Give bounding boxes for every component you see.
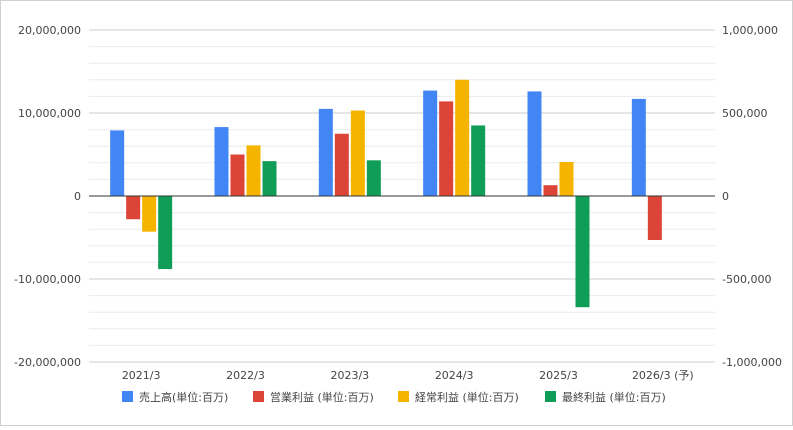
bar-2-4 [439,101,454,196]
y-right-tick-label: 1,000,000 [722,24,778,37]
bar-1-2 [214,127,229,196]
y-left-tick-label: -10,000,000 [14,273,81,286]
legend-label-2: 営業利益 (単位:百万) [270,390,374,404]
bars [110,79,662,308]
bar-3-5 [559,161,574,196]
legend-swatch-3 [398,391,409,402]
legend-label-4: 最終利益 (単位:百万) [562,390,666,404]
bar-4-2 [262,161,277,196]
x-tick-label: 2024/3 [435,369,474,382]
bar-3-3 [350,110,365,196]
legend-swatch-2 [253,391,264,402]
bar-1-4 [423,90,438,196]
bar-4-5 [575,196,590,308]
y-right-tick-label: -1,000,000 [722,356,782,369]
bar-4-1 [158,196,173,270]
x-tick-label: 2021/3 [122,369,161,382]
legend-label-1: 売上高(単位:百万) [139,390,228,404]
y-axis-left: 20,000,000 10,000,000 0 -10,000,000 -20,000,… [14,24,81,369]
y-left-tick-label: -20,000,000 [14,356,81,369]
bar-1-6 [631,98,646,196]
legend-swatch-1 [122,391,133,402]
y-left-tick-label: 20,000,000 [18,24,81,37]
bar-2-5 [543,185,558,196]
bar-3-2 [246,145,261,196]
bar-2-6 [647,196,662,240]
legend-label-3: 経常利益 (単位:百万) [415,390,519,404]
bar-1-3 [318,108,333,196]
bar-1-5 [527,91,542,196]
x-tick-label: 2023/3 [330,369,369,382]
bar-1-1 [110,130,125,196]
bar-2-1 [126,196,141,220]
x-tick-label: 2026/3 (予) [632,369,694,382]
y-left-tick-label: 0 [74,190,81,203]
y-right-tick-label: 500,000 [722,107,768,120]
x-tick-label: 2025/3 [539,369,578,382]
y-right-tick-label: -500,000 [722,273,771,286]
bar-4-3 [366,160,381,196]
bar-2-2 [230,154,245,196]
y-right-tick-label: 0 [722,190,729,203]
x-tick-label: 2022/3 [226,369,265,382]
y-axis-right: 1,000,000 500,000 0 -500,000 -1,000,000 [722,24,782,369]
legend-swatch-4 [545,391,556,402]
bar-2-3 [334,133,349,196]
gridlines [89,29,715,363]
bar-3-4 [455,79,470,196]
y-left-tick-label: 10,000,000 [18,107,81,120]
bar-3-1 [142,196,157,232]
bar-4-4 [471,125,486,196]
x-axis-labels: 2021/3 2022/3 2023/3 2024/3 2025/3 2026/3 (予) [122,369,694,382]
legend: 売上高(単位:百万) 営業利益 (単位:百万) 経常利益 (単位:百万) 最終利益 (… [122,390,666,404]
